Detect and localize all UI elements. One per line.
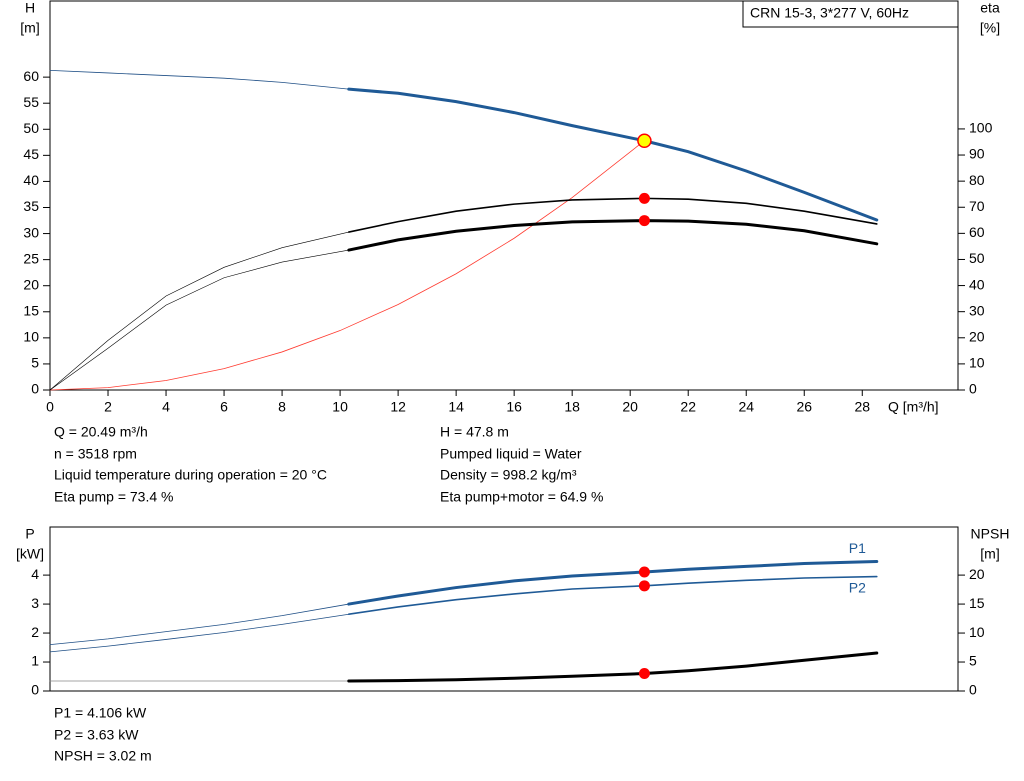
y-tick-label: 60 [23,68,39,84]
y2-tick-label: 10 [969,355,985,371]
y-tick-label: 1 [31,653,39,669]
y2-tick-label: 100 [969,120,993,136]
y2-tick-label: 30 [969,302,985,318]
curve [347,559,879,606]
operating-info: Liquid temperature during operation = 20… [54,467,327,483]
operating-info: Eta pump+motor = 64.9 % [440,489,603,505]
chart-title: CRN 15-3, 3*277 V, 60Hz [750,5,909,21]
y-tick-label: 10 [23,329,39,345]
curve [49,140,645,391]
x-tick-label: 4 [162,399,170,415]
duty-point [638,192,650,204]
x-tick-label: 28 [854,399,870,415]
x-tick-label: 10 [332,399,348,415]
x-tick-label: 16 [506,399,522,415]
operating-info: Density = 998.2 kg/m³ [440,467,577,483]
y2-axis-label: eta [980,0,1000,16]
y-tick-label: 4 [31,566,39,582]
operating-info: Pumped liquid = Water [440,446,582,462]
y-tick-label: 20 [23,276,39,292]
y2-tick-label: 70 [969,198,985,214]
y2-axis-label: [m] [980,546,999,562]
curve [347,219,879,252]
y2-tick-label: 20 [969,328,985,344]
duty-point [638,667,650,679]
x-axis-label: Q [m³/h] [888,399,939,415]
x-tick-label: 6 [220,399,228,415]
curve [49,69,350,90]
x-tick-label: 12 [390,399,406,415]
x-tick-label: 24 [738,399,754,415]
plot-frame [49,526,959,692]
y-tick-label: 0 [31,682,39,698]
y-axis-label: H [25,0,35,16]
y2-tick-label: 90 [969,146,985,162]
curve [347,651,879,683]
x-tick-label: 8 [278,399,286,415]
y-tick-label: 35 [23,198,39,214]
x-tick-label: 20 [622,399,638,415]
curve [347,87,879,222]
y-tick-label: 3 [31,595,39,611]
y2-tick-label: 15 [969,595,985,611]
y-tick-label: 5 [31,355,39,371]
operating-info: Eta pump = 73.4 % [54,489,173,505]
operating-info: H = 47.8 m [440,424,509,440]
x-tick-label: 2 [104,399,112,415]
series-label: P1 [849,540,866,556]
y2-axis-label: NPSH [971,526,1010,542]
x-tick-label: 0 [46,399,54,415]
duty-point [638,215,650,227]
y2-tick-label: 0 [969,381,977,397]
duty-point [637,133,652,148]
y-tick-label: 45 [23,146,39,162]
y-axis-label: [kW] [16,546,44,562]
duty-point [638,580,650,592]
y2-tick-label: 50 [969,250,985,266]
curve [49,231,350,391]
operating-info: P1 = 4.106 kW [54,705,147,721]
series-label: P2 [849,579,866,595]
y-axis-label: [m] [20,20,39,36]
operating-info: n = 3518 rpm [54,446,137,462]
y-tick-label: 30 [23,224,39,240]
plot-frame [49,0,959,391]
operating-info: Q = 20.49 m³/h [54,424,148,440]
duty-point [638,566,650,578]
curve [49,249,350,391]
title-box [742,0,959,28]
operating-info: NPSH = 3.02 m [54,748,152,764]
y2-tick-label: 40 [969,276,985,292]
curve [49,603,350,646]
curve [347,197,878,233]
y-tick-label: 15 [23,302,39,318]
x-tick-label: 18 [564,399,580,415]
y-tick-label: 25 [23,250,39,266]
curve [49,613,350,653]
y2-tick-label: 10 [969,624,985,640]
x-tick-label: 14 [448,399,464,415]
y2-tick-label: 80 [969,172,985,188]
y2-tick-label: 0 [969,682,977,698]
y2-tick-label: 60 [969,224,985,240]
y2-tick-label: 5 [969,653,977,669]
y-tick-label: 2 [31,624,39,640]
y-tick-label: 0 [31,381,39,397]
y-tick-label: 50 [23,120,39,136]
y-tick-label: 40 [23,172,39,188]
x-tick-label: 22 [680,399,696,415]
y-tick-label: 55 [23,94,39,110]
x-tick-label: 26 [796,399,812,415]
curve [347,575,878,616]
operating-info: P2 = 3.63 kW [54,727,139,743]
y-axis-label: P [25,526,34,542]
y2-axis-label: [%] [980,20,1000,36]
y2-tick-label: 20 [969,566,985,582]
